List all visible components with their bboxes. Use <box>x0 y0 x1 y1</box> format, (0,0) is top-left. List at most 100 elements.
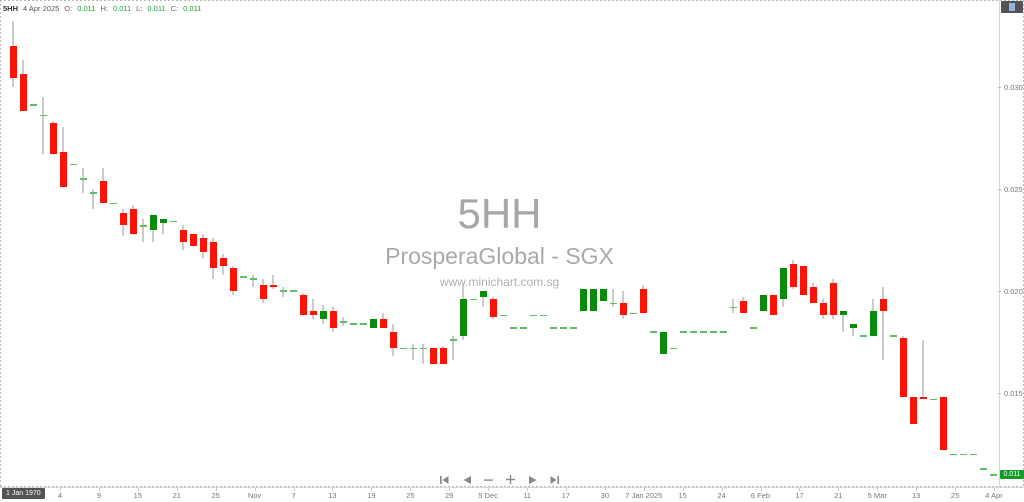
date-axis-tick-label: 13 <box>911 491 921 500</box>
candle <box>319 15 327 485</box>
candle <box>869 15 877 485</box>
date-tick-mark <box>721 488 723 491</box>
date-axis-separator <box>0 487 1024 488</box>
candle-wick <box>312 299 314 320</box>
candle-body <box>829 282 837 316</box>
candle <box>979 15 987 485</box>
playback-toolbar[interactable] <box>0 474 999 485</box>
date-axis-tick-label: 25 <box>406 491 415 500</box>
candle-body <box>879 299 887 312</box>
step-back-icon[interactable] <box>461 474 472 485</box>
candle-body <box>499 314 507 317</box>
candle <box>799 15 807 485</box>
candle <box>139 15 147 485</box>
zoom-in-icon[interactable] <box>505 474 516 485</box>
candlestick-plot[interactable] <box>1 15 999 485</box>
price-tick-mark <box>998 393 1001 395</box>
step-forward-icon[interactable] <box>527 474 538 485</box>
date-axis-tick-label: 19 <box>367 491 376 500</box>
price-tick-label: 0.025 <box>1004 184 1023 194</box>
candle-body <box>929 398 937 401</box>
candle <box>539 15 547 485</box>
date-tick-mark <box>332 488 334 491</box>
candle <box>439 15 447 485</box>
date-axis-tick-label: 7 Jan 2025 <box>625 491 663 500</box>
candle <box>689 15 697 485</box>
date-tick-mark <box>604 488 606 491</box>
candle <box>359 15 367 485</box>
candle <box>469 15 477 485</box>
candle-body <box>989 474 997 476</box>
candle-body <box>109 202 117 205</box>
date-axis-tick-label: 13 <box>328 491 337 500</box>
legend-close-value: 0.011 <box>183 4 202 13</box>
candle <box>39 15 47 485</box>
candle <box>289 15 297 485</box>
candle <box>919 15 927 485</box>
candle <box>429 15 437 485</box>
candle-body <box>19 74 27 112</box>
candle-body <box>619 303 627 316</box>
candle <box>929 15 937 485</box>
candle-wick <box>272 274 274 289</box>
candle-body <box>819 303 827 316</box>
candle-body <box>239 276 247 278</box>
date-axis-tick-label: 7 <box>291 491 296 500</box>
candle-body <box>389 331 397 349</box>
date-tick-mark <box>643 488 645 491</box>
candle-body <box>279 290 287 292</box>
candle-body <box>759 294 767 312</box>
date-axis-tick-label: 4 Apr <box>985 491 1003 500</box>
candle <box>149 15 157 485</box>
settings-indicator-icon <box>1009 3 1015 11</box>
candle-body <box>569 327 577 329</box>
candle-body <box>909 397 917 424</box>
candle-body <box>749 327 757 329</box>
date-tick-mark <box>215 488 217 491</box>
candle-body <box>649 331 657 333</box>
candle <box>299 15 307 485</box>
candle-body <box>779 268 787 300</box>
skip-to-start-icon[interactable] <box>439 474 450 485</box>
candle <box>389 15 397 485</box>
date-tick-mark <box>254 488 256 491</box>
skip-to-end-icon[interactable] <box>549 474 560 485</box>
candle-body <box>119 213 127 226</box>
candle <box>669 15 677 485</box>
candle <box>729 15 737 485</box>
zoom-out-icon[interactable] <box>483 474 494 485</box>
axis-settings-badge[interactable] <box>1001 1 1023 13</box>
legend-open-label: O: <box>64 4 73 13</box>
date-axis-tick-label: 5 Mar <box>867 491 887 500</box>
date-axis[interactable]: 1 Jan 1970 4 9 15 21 25 Nov 7 13 19 25 29 5 Dec 11 17… <box>0 488 1024 502</box>
candle <box>899 15 907 485</box>
candle-wick <box>882 286 884 361</box>
date-range-start-badge: 1 Jan 1970 <box>2 488 45 499</box>
candle-wick <box>852 323 854 336</box>
date-axis-tick-label: 17 <box>561 491 571 500</box>
candle <box>69 15 77 485</box>
price-axis[interactable]: 0.030 0.025 0.020 0.015 0.011 <box>998 0 1024 487</box>
candle-body <box>69 163 77 166</box>
candle-wick <box>412 344 414 361</box>
date-axis-tick-label: 25 <box>211 491 220 500</box>
date-tick-mark <box>565 488 567 491</box>
candle <box>859 15 867 485</box>
candle <box>179 15 187 485</box>
candle-wick <box>162 219 164 234</box>
candle-body <box>9 45 17 79</box>
candle <box>109 15 117 485</box>
candle <box>399 15 407 485</box>
candle-body <box>189 233 197 246</box>
candle-body <box>639 288 647 314</box>
candle <box>49 15 57 485</box>
candle <box>329 15 337 485</box>
candle-body <box>899 337 907 398</box>
candle-body <box>319 311 327 320</box>
candle <box>449 15 457 485</box>
candle <box>419 15 427 485</box>
candle <box>909 15 917 485</box>
candle <box>59 15 67 485</box>
candle-body <box>509 327 517 329</box>
candle-body <box>849 323 857 328</box>
